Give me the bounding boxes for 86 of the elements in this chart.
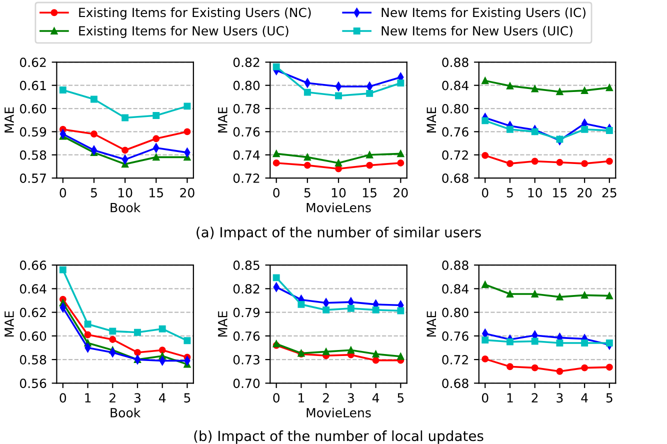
x-tick-label: 10	[118, 188, 132, 198]
y-tick-label: 0.79	[233, 308, 260, 318]
y-axis-title: MAE	[4, 311, 14, 337]
y-tick-label: 0.60	[20, 331, 46, 341]
x-tick-label: 4	[581, 393, 588, 402]
y-axis-title: MAE	[426, 311, 436, 337]
text: (b) Impact of the number of local updates	[194, 430, 484, 444]
y-tick-label: 0.62	[20, 58, 46, 68]
y-tick-label: 0.84	[442, 284, 468, 294]
text: (a) Impact of the number of similar users	[196, 226, 481, 240]
y-tick-label: 0.88	[442, 58, 468, 68]
y-tick-label: 0.59	[20, 127, 46, 137]
x-tick-label: 15	[363, 188, 376, 198]
legend-label: Existing Items for Existing Users (NC)	[79, 8, 311, 20]
y-axis-title: MAE	[218, 311, 228, 337]
x-tick-label: 0	[60, 393, 66, 403]
y-tick-label: 0.58	[20, 150, 46, 160]
x-tick-label: 15	[150, 188, 163, 198]
x-tick-label: 10	[528, 188, 542, 198]
y-tick-label: 0.72	[442, 150, 468, 160]
x-tick-label: 5	[398, 393, 404, 403]
x-tick-label: 10	[332, 188, 346, 198]
x-tick-label: 2	[532, 393, 538, 402]
x-tick-label: 5	[184, 393, 190, 403]
y-tick-label: 0.73	[233, 355, 260, 364]
x-tick-label: 5	[506, 188, 513, 198]
y-tick-label: 0.76	[442, 331, 468, 341]
y-tick-label: 0.74	[233, 150, 260, 160]
x-tick-label: 5	[304, 188, 310, 198]
x-tick-label: 25	[602, 188, 616, 198]
x-tick-label: 4	[158, 393, 166, 402]
y-tick-label: 0.76	[233, 331, 260, 341]
legend-label: Existing Items for New Users (UC)	[79, 26, 288, 38]
y-tick-label: 0.85	[233, 260, 260, 270]
y-tick-label: 0.80	[233, 80, 260, 90]
x-axis-title: Book	[110, 202, 141, 212]
x-tick-label: 0	[60, 188, 66, 198]
y-tick-label: 0.78	[233, 104, 260, 114]
y-tick-label: 0.64	[20, 284, 46, 294]
y-tick-label: 0.72	[442, 355, 468, 364]
x-tick-label: 2	[323, 393, 329, 402]
y-tick-label: 0.60	[20, 104, 46, 114]
y-tick-label: 0.82	[233, 58, 260, 68]
legend-label: New Items for New Users (UIC)	[382, 26, 572, 37]
legend-label: New Items for Existing Users (IC)	[382, 8, 586, 20]
x-tick-label: 20	[180, 188, 194, 198]
x-tick-label: 4	[372, 393, 380, 402]
y-axis-title: MAE	[218, 107, 228, 132]
y-axis-title: MAE	[4, 107, 14, 132]
y-tick-label: 0.88	[442, 260, 468, 270]
y-tick-label: 0.58	[20, 355, 46, 364]
x-tick-label: 3	[556, 393, 563, 403]
y-tick-label: 0.62	[20, 308, 46, 318]
x-axis-title: MovieLens	[306, 202, 371, 212]
x-tick-label: 20	[394, 188, 408, 198]
y-tick-label: 0.61	[20, 80, 46, 90]
y-tick-label: 0.66	[20, 260, 46, 270]
x-tick-label: 0	[482, 188, 488, 198]
y-tick-label: 0.76	[442, 127, 468, 137]
x-tick-label: 5	[90, 188, 97, 198]
x-tick-label: 3	[134, 393, 140, 403]
x-tick-label: 20	[578, 188, 592, 198]
x-tick-label: 1	[85, 393, 91, 402]
x-axis-title: MovieLens	[306, 408, 371, 418]
x-tick-label: 1	[507, 393, 513, 402]
y-tick-label: 0.80	[442, 104, 468, 114]
y-tick-label: 0.72	[233, 174, 260, 183]
x-tick-label: 2	[110, 393, 116, 402]
x-tick-label: 1	[298, 393, 304, 402]
y-tick-label: 0.84	[442, 80, 468, 90]
y-tick-label: 0.70	[233, 378, 260, 388]
y-tick-label: 0.82	[233, 284, 260, 294]
y-tick-label: 0.57	[20, 174, 46, 183]
y-tick-label: 0.56	[20, 378, 46, 388]
x-tick-label: 0	[482, 393, 488, 403]
y-tick-label: 0.80	[442, 308, 468, 318]
x-tick-label: 0	[273, 188, 280, 198]
y-tick-label: 0.68	[442, 378, 468, 388]
x-tick-label: 3	[348, 393, 354, 403]
x-tick-label: 5	[606, 393, 612, 403]
y-tick-label: 0.68	[442, 174, 468, 183]
x-axis-title: Book	[110, 408, 141, 418]
x-tick-label: 15	[553, 188, 567, 198]
y-axis-title: MAE	[426, 107, 436, 132]
x-tick-label: 0	[273, 393, 280, 403]
y-tick-label: 0.76	[233, 127, 260, 137]
